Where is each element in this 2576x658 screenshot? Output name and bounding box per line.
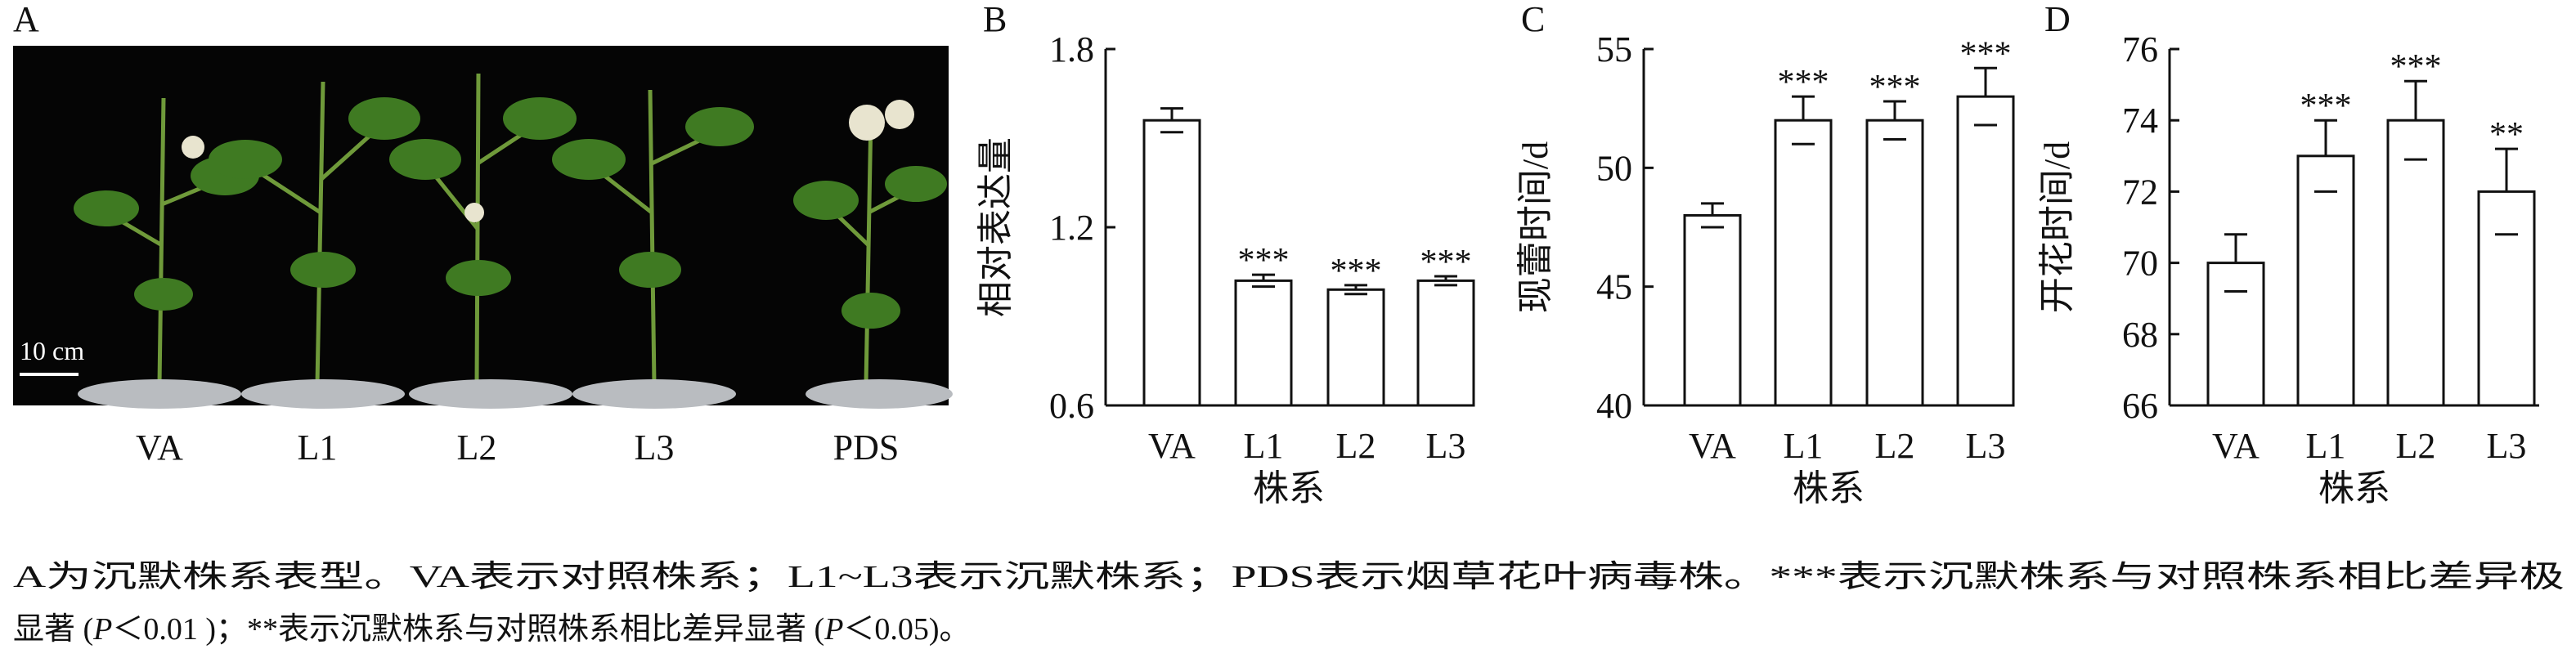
photo-label: VA [136,427,183,468]
x-axis-label: 株系 [1793,468,1865,508]
y-tick-label: 70 [2122,244,2158,284]
x-tick-label: L3 [2487,426,2527,466]
y-tick-label: 66 [2122,386,2158,426]
photo-label: L3 [635,427,675,468]
significance: *** [2390,48,2442,86]
photo-label: L2 [457,427,497,468]
photo: 10 cm [13,46,953,409]
y-tick-label: 1.8 [1049,29,1094,69]
stems [105,73,918,385]
significance: ** [2489,116,2524,154]
y-axis-label: 相对表达量 [976,137,1016,317]
caption-part: P [824,612,843,647]
bar [1865,119,1924,407]
panel-label: D [2044,0,2071,39]
bar [2477,190,2536,407]
significance: *** [1960,35,2012,73]
significance: *** [2300,87,2352,125]
leaves [74,97,947,329]
y-tick-label: 50 [1596,148,1632,188]
y-tick-label: 74 [2122,101,2158,141]
chart: C 现蕾时间/d 株系 40 45 50 55 VA L1 *** L2 *** L3 *** [1515,0,2015,508]
x-tick-label: L2 [1875,426,1915,466]
y-axis-label: 开花时间/d [2037,141,2077,313]
x-tick-label: L2 [1336,426,1376,466]
x-tick-label: L1 [1784,426,1824,466]
caption-part: ＜0.01 )；**表示沉默株系与对照株系相比差异显著 ( [112,612,824,647]
bar [1416,279,1475,407]
panel-label: A [13,0,39,39]
y-tick-label: 76 [2122,29,2158,69]
panel-label: C [1521,0,1545,39]
bar [1326,288,1385,407]
bar [1956,95,2015,407]
significance: *** [1869,69,1921,106]
photo-labels: VA L1 L2 L3 PDS [136,427,899,468]
caption-part: 显著 ( [13,612,93,647]
x-tick-label: L2 [2396,426,2436,466]
x-axis-label: 株系 [2318,468,2390,508]
significance: *** [1420,244,1472,281]
scale-bar-label: 10 cm [20,336,84,365]
x-tick-label: VA [2212,426,2260,466]
significance: *** [1238,242,1290,280]
caption: 显著 (P＜0.01 )；**表示沉默株系与对照株系相比差异显著 (P＜0.05… [13,612,971,647]
x-tick-label: L3 [1966,426,2006,466]
bar [2296,154,2355,407]
caption-part: ＜0.05)。 [843,612,970,647]
pots [78,379,953,409]
y-tick-label: 72 [2122,172,2158,212]
photo-label: PDS [833,427,900,468]
bar [2386,119,2445,407]
photo-label: L1 [298,427,338,468]
significance: *** [1331,253,1382,290]
chart: D 开花时间/d 株系 66 68 70 72 74 76 VA L1 *** L2 *** L3 ** [2037,0,2539,508]
bar [1683,213,1742,407]
y-tick-label: 45 [1596,267,1632,307]
y-tick-label: 55 [1596,29,1632,69]
bar [2206,262,2265,407]
significance: *** [1778,64,1829,101]
x-tick-label: L1 [1244,426,1284,466]
y-axis-label: 现蕾时间/d [1515,141,1555,313]
x-tick-label: L3 [1426,426,1466,466]
caption: A为沉默株系表型。VA表示对照株系；L1~L3表示沉默株系；PDS表示烟草花叶病… [13,560,2565,594]
bar [1142,119,1201,407]
y-tick-label: 40 [1596,386,1632,426]
x-tick-label: VA [1148,426,1196,466]
caption-part: P [92,612,112,647]
bar [1234,279,1293,407]
x-tick-label: VA [1689,426,1736,466]
y-tick-label: 1.2 [1049,208,1094,248]
flowers [182,100,914,222]
bar [1774,119,1833,407]
panel-label: B [983,0,1007,39]
photo-background [13,46,949,405]
x-tick-label: L1 [2306,426,2346,466]
y-tick-label: 68 [2122,315,2158,355]
x-axis-label: 株系 [1253,468,1325,508]
y-tick-label: 0.6 [1049,386,1094,426]
